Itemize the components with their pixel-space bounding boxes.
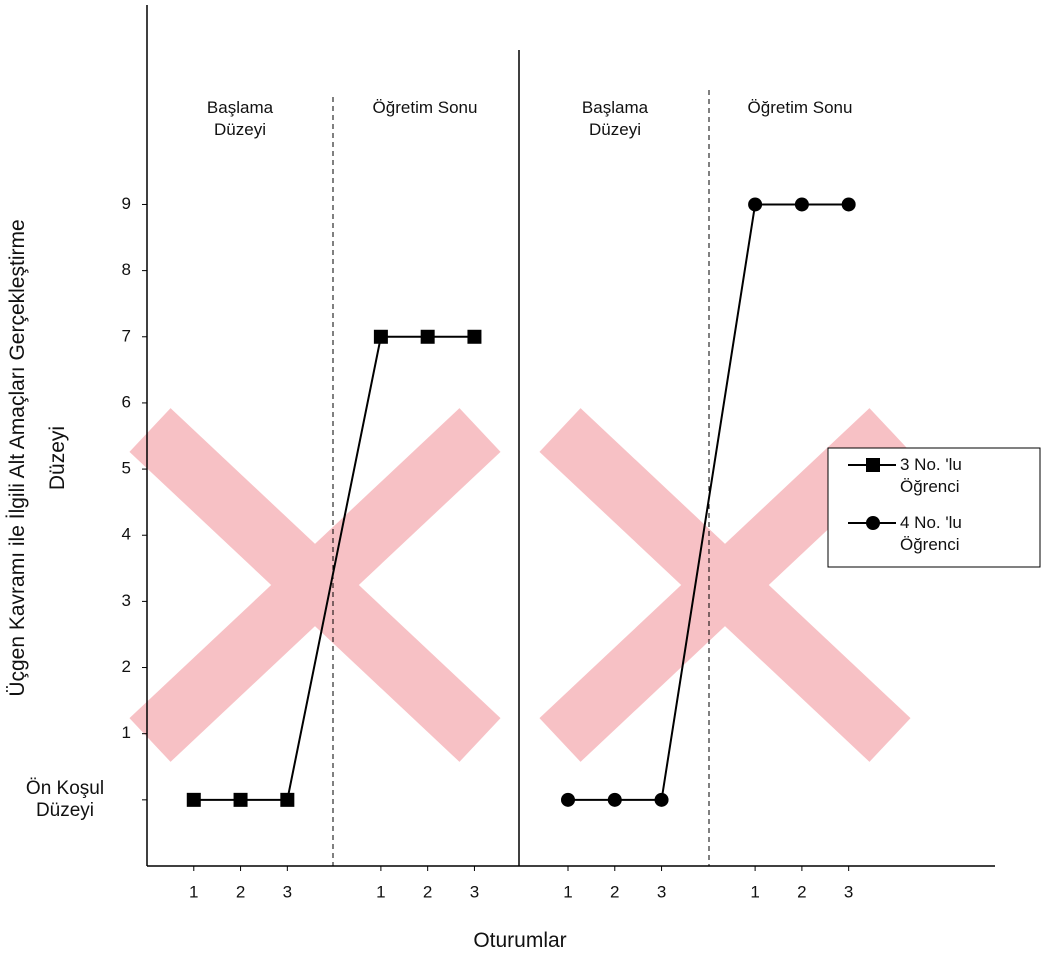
- series-line: [193, 335, 475, 801]
- y-tick-label: 2: [122, 657, 131, 676]
- data-point: [841, 197, 856, 212]
- data-point: [748, 197, 763, 212]
- legend-marker: [866, 516, 880, 530]
- legend-box: [827, 447, 1041, 568]
- y-tick-label: 1: [122, 723, 131, 742]
- y-tick-label: 4: [122, 525, 131, 544]
- phase-label: Başlama Düzeyi: [206, 98, 274, 139]
- y-axis-title: Üçgen Kavramı ile İlgili Alt Amaçları Ge…: [6, 219, 69, 697]
- x-tick-label: 3: [470, 882, 479, 901]
- data-point: [561, 792, 575, 807]
- legend-label: 3 No. 'lu Öğrenci: [900, 455, 962, 496]
- x-tick-label: 1: [563, 882, 572, 901]
- x-tick-label: 3: [844, 882, 853, 901]
- data-point: [467, 329, 482, 344]
- data-point: [654, 792, 669, 807]
- legend-marker: [866, 458, 880, 472]
- phase-label: Başlama Düzeyi: [581, 98, 649, 139]
- data-point: [233, 792, 248, 807]
- x-tick-label: 2: [236, 882, 245, 901]
- x-tick-label: 1: [376, 882, 385, 901]
- data-point: [186, 792, 201, 807]
- y-tick-label: 3: [122, 591, 131, 610]
- x-tick-label: 1: [189, 882, 198, 901]
- phase-label: Öğretim Sonu: [372, 98, 478, 117]
- legend-label: 4 No. 'lu Öğrenci: [900, 513, 962, 554]
- y-tick-label: 5: [122, 459, 131, 478]
- x-tick-label: 2: [610, 882, 619, 901]
- x-tick-label: 3: [657, 882, 666, 901]
- x-tick-label: 2: [423, 882, 432, 901]
- phase-label: Öğretim Sonu: [747, 98, 853, 117]
- x-tick-label: 1: [750, 882, 759, 901]
- series-line: [568, 203, 849, 801]
- data-point: [607, 792, 622, 807]
- data-point: [794, 197, 809, 212]
- x-tick-label: 3: [283, 882, 292, 901]
- x-axis-title: Oturumlar: [473, 929, 567, 952]
- y-tick-label: 7: [122, 326, 131, 345]
- y-tick-label: 6: [122, 392, 131, 411]
- data-point: [373, 329, 388, 344]
- x-tick-label: 2: [797, 882, 806, 901]
- y-tick-label: 9: [122, 194, 131, 213]
- data-point: [420, 329, 435, 344]
- watermark: [129, 408, 911, 762]
- data-point: [280, 792, 295, 807]
- y-tick-label: Ön Koşul Düzeyi: [25, 777, 105, 821]
- y-tick-label: 8: [122, 260, 131, 279]
